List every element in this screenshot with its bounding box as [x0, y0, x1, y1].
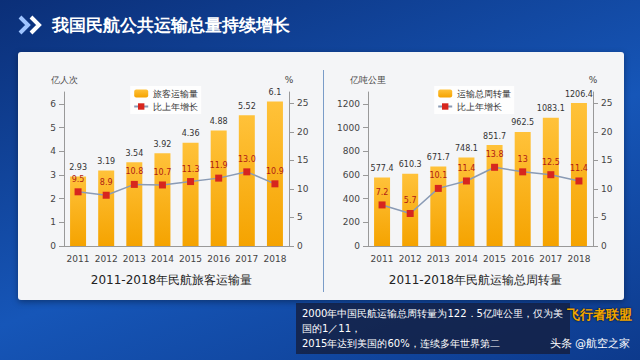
svg-text:11.3: 11.3 — [182, 165, 200, 174]
svg-text:25: 25 — [297, 98, 308, 108]
svg-text:1200: 1200 — [337, 99, 360, 109]
svg-text:%: % — [589, 75, 598, 85]
svg-text:1: 1 — [50, 217, 56, 227]
svg-text:671.7: 671.7 — [427, 153, 450, 162]
svg-text:200: 200 — [343, 217, 360, 227]
svg-text:8.9: 8.9 — [100, 178, 113, 187]
html-text:头条 @航空之家: 头条 @航空之家 — [549, 337, 630, 350]
svg-text:10: 10 — [297, 184, 309, 194]
svg-text:748.1: 748.1 — [455, 144, 478, 153]
svg-text:7.2: 7.2 — [376, 188, 389, 197]
svg-text:3.92: 3.92 — [154, 140, 172, 149]
svg-text:0: 0 — [601, 241, 607, 251]
svg-text:4.36: 4.36 — [182, 129, 200, 138]
svg-text:0: 0 — [354, 241, 360, 251]
svg-text:4.88: 4.88 — [210, 117, 228, 126]
svg-text:3.54: 3.54 — [125, 149, 143, 158]
svg-text:4: 4 — [50, 146, 56, 156]
svg-text:11.4: 11.4 — [458, 164, 476, 173]
svg-text:2: 2 — [50, 194, 56, 204]
svg-text:1206.4: 1206.4 — [565, 90, 593, 99]
svg-text:5.7: 5.7 — [404, 196, 417, 205]
svg-text:6: 6 — [50, 99, 56, 109]
svg-text:2012: 2012 — [399, 254, 422, 264]
svg-text:1000: 1000 — [337, 123, 360, 133]
svg-text:2011: 2011 — [67, 254, 90, 264]
svg-text:610.3: 610.3 — [399, 160, 422, 169]
svg-text:400: 400 — [343, 194, 360, 204]
svg-text:10.7: 10.7 — [154, 168, 172, 177]
svg-text:5: 5 — [601, 212, 607, 222]
svg-text:13.8: 13.8 — [486, 150, 504, 159]
svg-text:11.4: 11.4 — [570, 164, 588, 173]
svg-text:13.0: 13.0 — [238, 155, 256, 164]
svg-text:5: 5 — [50, 123, 56, 133]
html-text:2000年中国民航运输总周转量为122．5亿吨公里，仅为美国: 2000年中国民航运输总周转量为122．5亿吨公里，仅为美国的1／11， — [302, 308, 563, 334]
svg-text:2018: 2018 — [263, 254, 286, 264]
svg-text:13: 13 — [518, 155, 528, 164]
svg-text:2013: 2013 — [123, 254, 146, 264]
svg-text:2015: 2015 — [179, 254, 202, 264]
svg-text:15: 15 — [297, 155, 308, 165]
svg-text:5.52: 5.52 — [238, 102, 256, 111]
svg-text:851.7: 851.7 — [483, 132, 506, 141]
svg-text:3: 3 — [50, 170, 56, 180]
svg-text:2016: 2016 — [207, 254, 230, 264]
svg-text:0: 0 — [50, 241, 56, 251]
svg-text:2017: 2017 — [235, 254, 258, 264]
svg-text:旅客运输量: 旅客运输量 — [153, 89, 198, 99]
html-text:飞行者联盟: 飞行者联盟 — [567, 307, 632, 322]
svg-text:2014: 2014 — [455, 254, 478, 264]
html-text:2011-2018年民航运输总周转量: 2011-2018年民航运输总周转量 — [388, 273, 563, 287]
svg-text:比上年增长: 比上年增长 — [153, 102, 198, 112]
svg-text:10.8: 10.8 — [125, 167, 143, 176]
svg-text:1083.1: 1083.1 — [537, 104, 565, 113]
svg-text:20: 20 — [297, 127, 309, 137]
svg-text:2013: 2013 — [427, 254, 450, 264]
svg-text:962.5: 962.5 — [511, 118, 534, 127]
svg-text:6.1: 6.1 — [269, 88, 282, 97]
svg-text:9.5: 9.5 — [72, 175, 85, 184]
svg-text:2018: 2018 — [567, 254, 590, 264]
svg-text:15: 15 — [601, 155, 612, 165]
svg-text:%: % — [285, 75, 294, 85]
svg-text:运输总周转量: 运输总周转量 — [457, 89, 511, 99]
svg-text:10.9: 10.9 — [266, 167, 284, 176]
svg-text:12.5: 12.5 — [542, 158, 560, 167]
html-text:我国民航公共运输总量持续增长: 我国民航公共运输总量持续增长 — [52, 14, 290, 35]
svg-text:2015: 2015 — [483, 254, 506, 264]
svg-text:600: 600 — [343, 170, 360, 180]
svg-text:2014: 2014 — [151, 254, 174, 264]
svg-text:比上年增长: 比上年增长 — [457, 102, 502, 112]
svg-text:3.19: 3.19 — [97, 157, 115, 166]
svg-text:2011: 2011 — [371, 254, 394, 264]
svg-text:亿吨公里: 亿吨公里 — [349, 75, 386, 85]
svg-text:0: 0 — [297, 241, 303, 251]
svg-text:5: 5 — [297, 212, 303, 222]
svg-text:2.93: 2.93 — [69, 163, 87, 172]
svg-text:2012: 2012 — [95, 254, 118, 264]
svg-text:10.1: 10.1 — [429, 171, 447, 180]
svg-text:800: 800 — [343, 146, 360, 156]
svg-text:20: 20 — [601, 127, 613, 137]
html-text:2015年达到美国的60%，连续多年世界第二: 2015年达到美国的60%，连续多年世界第二 — [302, 338, 500, 349]
svg-text:2016: 2016 — [511, 254, 534, 264]
svg-text:10: 10 — [601, 184, 613, 194]
svg-text:577.4: 577.4 — [371, 164, 394, 173]
svg-text:25: 25 — [601, 98, 612, 108]
html-text:2011-2018年民航旅客运输量: 2011-2018年民航旅客运输量 — [90, 273, 253, 287]
svg-text:2017: 2017 — [539, 254, 562, 264]
svg-text:亿人次: 亿人次 — [50, 75, 78, 85]
svg-text:11.9: 11.9 — [210, 161, 228, 170]
